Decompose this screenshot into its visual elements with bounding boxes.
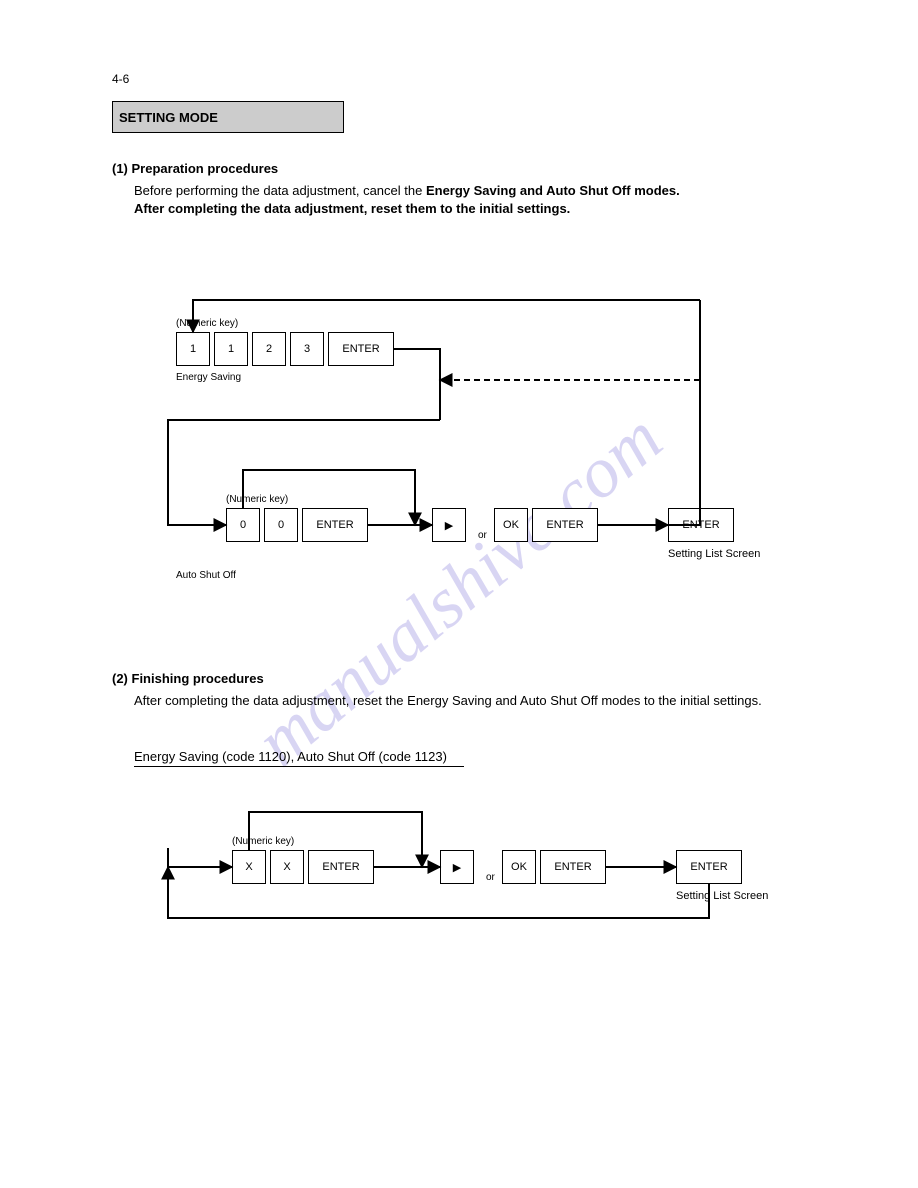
flow-diagram-2 [0, 0, 918, 1000]
page: { "page": { "number": "4-6", "width": 91… [0, 0, 918, 1188]
